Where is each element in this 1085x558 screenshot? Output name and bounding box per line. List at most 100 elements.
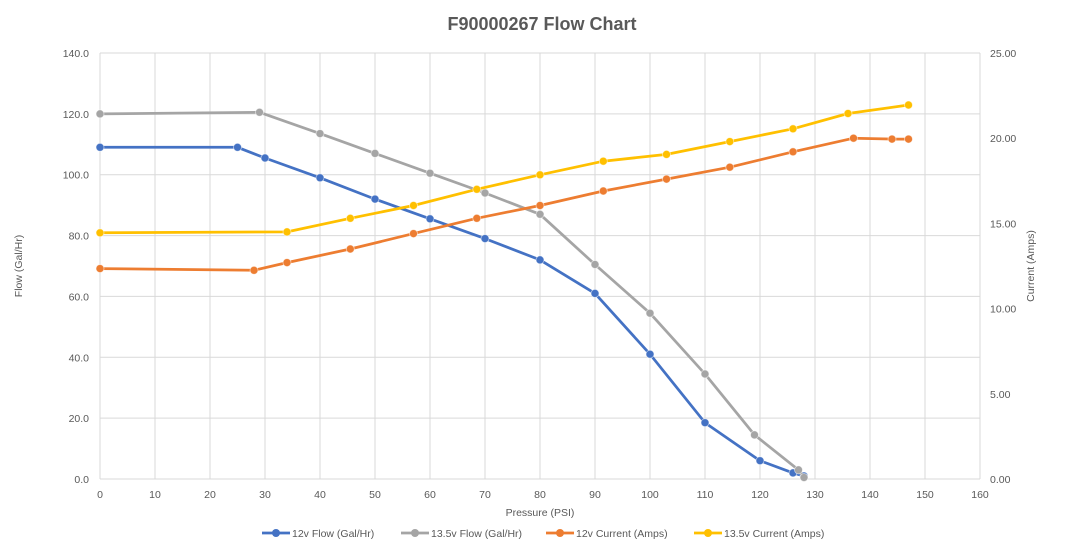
data-point: [480, 188, 490, 198]
x-axis-title: Pressure (PSI): [506, 507, 575, 519]
data-point: [799, 473, 809, 482]
series-line: [98, 136, 910, 272]
data-point: [645, 349, 655, 359]
data-point: [370, 194, 380, 204]
y-tick-label: 100.0: [63, 170, 89, 182]
data-point: [590, 260, 600, 269]
data-point: [843, 109, 853, 118]
x-tick-label: 10: [149, 489, 161, 501]
data-point: [315, 129, 325, 139]
data-point: [425, 214, 435, 224]
x-tick-label: 90: [589, 489, 601, 501]
data-point: [887, 134, 897, 144]
legend-swatch-marker: [411, 529, 419, 537]
data-point: [233, 142, 242, 152]
data-point: [282, 258, 292, 268]
series-1: [95, 142, 809, 481]
data-point: [750, 430, 759, 440]
data-point: [662, 149, 671, 159]
data-point: [535, 170, 545, 180]
x-tick-label: 50: [369, 489, 381, 501]
data-point: [904, 134, 913, 144]
x-tick-label: 70: [479, 489, 491, 501]
x-tick-label: 80: [534, 489, 546, 501]
legend-label: 13.5v Current (Amps): [724, 528, 824, 540]
series-lines: [95, 100, 913, 482]
legend-item: 13.5v Current (Amps): [694, 528, 824, 540]
x-tick-label: 150: [916, 489, 934, 501]
y2-tick-label: 0.00: [990, 474, 1011, 486]
legend-swatch-marker: [556, 529, 564, 537]
data-point: [345, 213, 355, 223]
data-point: [255, 107, 264, 117]
data-point: [345, 244, 355, 254]
y-tick-label: 80.0: [69, 231, 90, 243]
x-tick-label: 60: [424, 489, 436, 501]
x-tick-label: 140: [861, 489, 879, 501]
data-point: [725, 137, 735, 147]
data-point: [598, 186, 608, 196]
data-point: [480, 234, 490, 244]
y-tick-label: 120.0: [63, 109, 89, 121]
data-point: [95, 109, 105, 119]
series-line: [98, 103, 910, 235]
y2-axis-title: Current (Amps): [1025, 230, 1037, 302]
y-tick-label: 60.0: [69, 291, 90, 303]
data-point: [260, 153, 270, 163]
data-point: [645, 308, 655, 318]
x-tick-label: 0: [97, 489, 103, 501]
legend-item: 12v Current (Amps): [546, 528, 668, 540]
grid-lines: [99, 52, 981, 480]
legend-label: 12v Current (Amps): [576, 528, 668, 540]
data-point: [598, 156, 608, 166]
series-line: [98, 110, 806, 479]
x-tick-label: 100: [641, 489, 659, 501]
y2-tick-label: 15.00: [990, 218, 1016, 230]
data-point: [472, 184, 482, 194]
data-point: [590, 288, 600, 298]
x-tick-label: 160: [971, 489, 989, 501]
chart-title: F90000267 Flow Chart: [447, 14, 636, 34]
series-4: [95, 100, 913, 238]
data-point: [425, 168, 435, 178]
data-point: [755, 456, 765, 466]
tick-labels: 0 10 20 30 40 50 60 70 80 90 100 110 120 130 140 150 160…: [63, 48, 1017, 501]
legend-label: 12v Flow (Gal/Hr): [292, 528, 374, 540]
legend-item: 13.5v Flow (Gal/Hr): [401, 528, 522, 540]
y-tick-label: 140.0: [63, 48, 89, 60]
data-point: [788, 147, 798, 157]
data-point: [409, 201, 418, 210]
data-point: [725, 162, 735, 172]
data-point: [700, 369, 710, 379]
y2-tick-label: 25.00: [990, 48, 1016, 60]
x-tick-label: 30: [259, 489, 271, 501]
data-point: [700, 418, 710, 428]
data-point: [95, 228, 105, 238]
y-tick-label: 20.0: [69, 413, 90, 425]
series-line: [98, 145, 806, 478]
data-point: [794, 465, 803, 475]
data-point: [409, 229, 418, 239]
y-axis-title: Flow (Gal/Hr): [13, 235, 25, 297]
x-tick-label: 20: [204, 489, 216, 501]
y-tick-label: 40.0: [69, 352, 90, 364]
series-2: [95, 107, 809, 482]
legend-item: 12v Flow (Gal/Hr): [262, 528, 374, 540]
y2-tick-label: 20.00: [990, 133, 1016, 145]
legend: 12v Flow (Gal/Hr) 13.5v Flow (Gal/Hr) 12v …: [262, 528, 824, 540]
series-3: [95, 133, 913, 275]
legend-swatch-marker: [272, 529, 280, 537]
y-tick-label: 0.0: [74, 474, 89, 486]
data-point: [95, 264, 105, 274]
data-point: [249, 265, 259, 275]
data-point: [662, 174, 671, 184]
data-point: [472, 213, 482, 223]
x-tick-label: 130: [806, 489, 824, 501]
data-point: [535, 201, 545, 210]
x-tick-label: 120: [751, 489, 769, 501]
data-point: [370, 148, 380, 158]
legend-swatch-marker: [704, 529, 712, 537]
data-point: [95, 142, 105, 152]
